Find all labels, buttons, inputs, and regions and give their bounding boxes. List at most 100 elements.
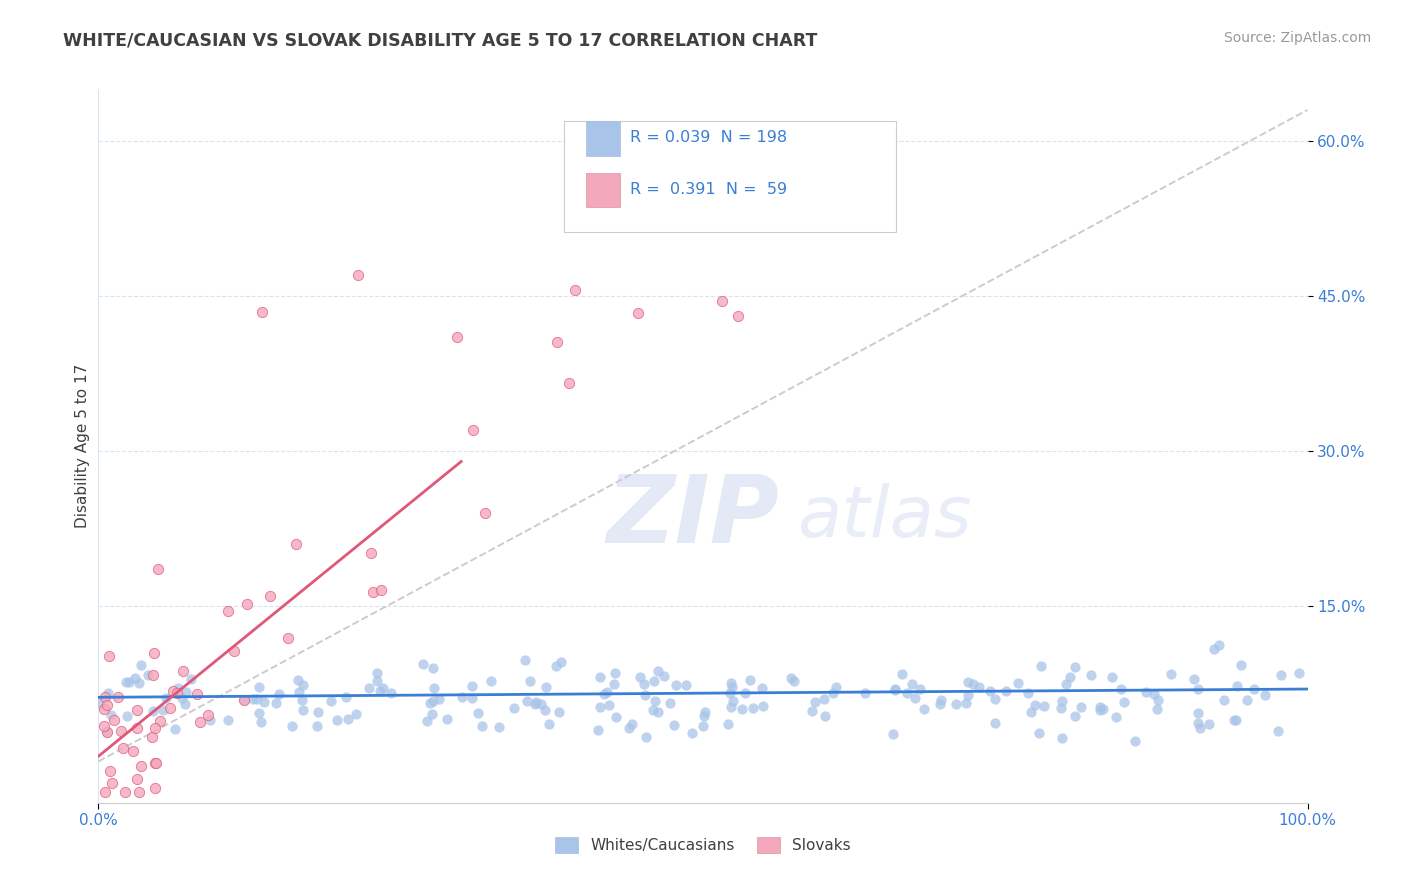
Point: [217, 713, 239, 727]
Point: [1230, 658, 1253, 673]
Point: [152, 703, 174, 717]
Text: R =  0.391  N =  59: R = 0.391 N = 59: [630, 182, 787, 196]
Point: [249, 680, 271, 694]
Point: [1135, 685, 1157, 699]
Point: [1050, 731, 1073, 745]
Point: [488, 720, 510, 734]
Point: [804, 695, 827, 709]
Point: [94, 785, 117, 799]
Point: [681, 726, 703, 740]
Point: [962, 677, 984, 691]
FancyBboxPatch shape: [564, 121, 897, 232]
Point: [823, 686, 845, 700]
Point: [550, 655, 572, 669]
Point: [647, 665, 669, 679]
Point: [247, 706, 270, 720]
Point: [461, 423, 484, 437]
Point: [824, 680, 846, 694]
Point: [1208, 638, 1230, 652]
Point: [665, 678, 688, 692]
Point: [233, 693, 256, 707]
Point: [813, 691, 835, 706]
Point: [1142, 687, 1164, 701]
Point: [634, 688, 657, 702]
Point: [1064, 660, 1087, 674]
Point: [882, 727, 904, 741]
Point: [643, 674, 665, 689]
Point: [782, 673, 804, 688]
Point: [155, 691, 177, 706]
Point: [361, 584, 384, 599]
Point: [1109, 681, 1132, 696]
Point: [1059, 670, 1081, 684]
Point: [983, 716, 1005, 731]
Point: [1288, 665, 1310, 680]
Point: [1033, 699, 1056, 714]
Point: [173, 697, 195, 711]
Point: [589, 670, 612, 684]
Point: [326, 713, 349, 727]
Point: [717, 716, 740, 731]
Point: [461, 679, 484, 693]
Point: [305, 719, 328, 733]
Point: [1101, 670, 1123, 684]
Point: [1019, 706, 1042, 720]
Point: [94, 690, 117, 704]
Point: [347, 268, 370, 283]
Point: [1080, 668, 1102, 682]
Point: [287, 673, 309, 687]
Point: [422, 661, 444, 675]
Point: [634, 730, 657, 744]
Point: [359, 681, 381, 695]
Point: [641, 703, 664, 717]
Point: [162, 684, 184, 698]
Point: [752, 699, 775, 714]
Point: [1054, 677, 1077, 691]
Point: [1236, 693, 1258, 707]
FancyBboxPatch shape: [586, 173, 620, 207]
Point: [93, 701, 115, 715]
Point: [908, 682, 931, 697]
Point: [461, 691, 484, 706]
Point: [366, 666, 388, 681]
Point: [186, 687, 208, 701]
Point: [197, 707, 219, 722]
Text: atlas: atlas: [797, 483, 972, 552]
Point: [813, 709, 835, 723]
Point: [903, 690, 925, 705]
Point: [89, 696, 111, 710]
Point: [321, 694, 343, 708]
Text: Source: ZipAtlas.com: Source: ZipAtlas.com: [1223, 31, 1371, 45]
Point: [1202, 641, 1225, 656]
Point: [1114, 695, 1136, 709]
Point: [1123, 734, 1146, 748]
Text: ZIP: ZIP: [606, 471, 779, 564]
Point: [979, 684, 1001, 698]
Point: [291, 678, 314, 692]
Text: R = 0.039  N = 198: R = 0.039 N = 198: [630, 130, 787, 145]
Point: [695, 706, 717, 720]
Point: [287, 684, 309, 698]
Point: [474, 506, 496, 520]
Point: [1088, 700, 1111, 714]
Point: [128, 675, 150, 690]
Point: [380, 686, 402, 700]
Point: [721, 694, 744, 708]
Point: [467, 706, 489, 720]
Point: [1187, 682, 1209, 697]
Point: [277, 631, 299, 645]
Point: [801, 704, 824, 718]
Point: [957, 689, 980, 703]
Point: [1147, 692, 1170, 706]
Point: [100, 708, 122, 723]
Point: [644, 694, 666, 708]
Point: [524, 695, 547, 709]
Point: [955, 696, 977, 710]
Point: [96, 725, 118, 739]
Point: [143, 756, 166, 770]
Point: [534, 703, 557, 717]
Point: [93, 719, 115, 733]
Point: [366, 674, 388, 689]
Point: [900, 677, 922, 691]
Point: [1064, 708, 1087, 723]
